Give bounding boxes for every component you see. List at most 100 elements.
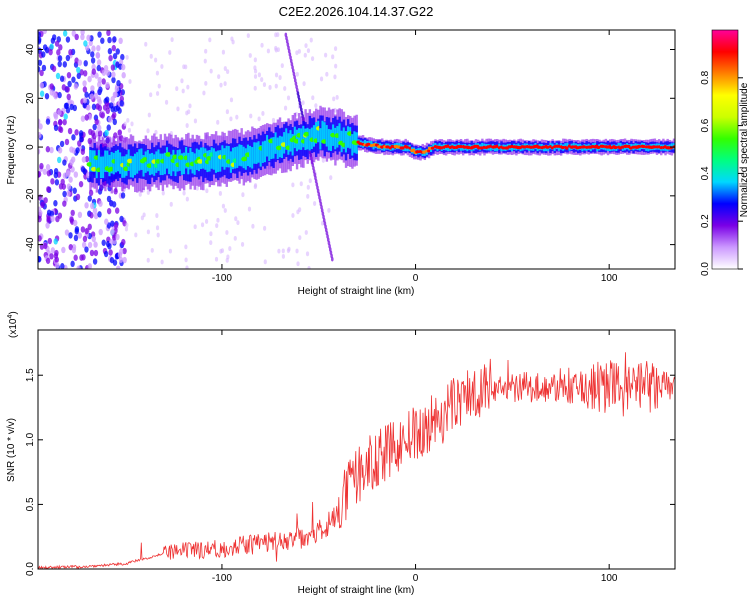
spectrogram-noise-cell: [96, 64, 101, 72]
spectrogram-noise-cell: [84, 202, 89, 209]
spectrogram-noise-cell: [176, 106, 180, 112]
spectrogram-ridge-cell: [351, 134, 354, 156]
spectrogram-ridge-cell: [255, 142, 258, 164]
spectrogram-ridge-cell: [180, 153, 184, 175]
spectrogram-noise-cell: [103, 64, 109, 72]
spectrogram-ridge-cell: [182, 152, 186, 175]
spectrogram-noise-cell: [44, 92, 50, 100]
spectrogram-noise-cell: [72, 187, 77, 194]
spectrogram-noise-cell: [79, 69, 84, 76]
spectrogram-noise-cell: [228, 246, 232, 251]
spectrogram-noise-cell: [84, 91, 89, 98]
spectrogram-noise-cell: [187, 109, 191, 115]
spectrogram-noise-cell: [260, 77, 264, 82]
spectrogram-noise-cell: [78, 180, 84, 188]
spectrogram-x-tick-label: -100: [212, 273, 232, 284]
spectrogram-noise-cell: [112, 36, 117, 43]
spectrogram-noise-cell: [53, 167, 59, 175]
spectrogram-noise-cell: [332, 96, 336, 102]
spectrogram-noise-cell: [234, 216, 238, 222]
spectrogram-noise-cell: [115, 48, 120, 55]
spectrogram-noise-cell: [235, 114, 239, 120]
spectrogram-noise-cell: [38, 256, 42, 263]
spectrogram-noise-cell: [92, 123, 97, 131]
spectrogram-noise-cell: [50, 215, 55, 222]
spectrogram-noise-cell: [286, 95, 291, 101]
spectrogram-ridge-cell: [312, 125, 316, 147]
spectrogram-ridge-core: [596, 145, 601, 149]
spectrogram-ridge-cell: [253, 142, 256, 164]
spectrogram-ridge-cell: [272, 137, 275, 159]
spectrogram-ridge-cell: [219, 150, 222, 172]
spectrogram-noise-cell: [69, 103, 74, 111]
spectrogram-ridge-core: [415, 150, 420, 154]
spectrogram-noise-cell: [208, 37, 212, 43]
colorbar-tick-label: 0.4: [700, 166, 711, 180]
spectrogram-noise-cell: [47, 237, 52, 245]
spectrogram-noise-cell: [98, 228, 103, 236]
spectrogram-noise-cell: [54, 179, 60, 186]
spectrogram-noise-cell: [38, 131, 42, 139]
spectrogram-noise-cell: [67, 80, 72, 88]
spectrogram-noise-cell: [90, 85, 95, 92]
spectrogram-noise-cell: [87, 75, 92, 83]
spectrogram-noise-cell: [46, 186, 51, 193]
spectrogram-noise-cell: [45, 257, 51, 264]
spectrogram-noise-cell: [75, 193, 81, 201]
spectrogram-noise-cell: [295, 50, 299, 56]
snr-x-label: Height of straight line (km): [298, 585, 415, 596]
spectrogram-ridge-core: [241, 156, 248, 162]
spectrogram-ridge-cell: [319, 128, 322, 150]
spectrogram-ridge-cell: [116, 149, 120, 172]
spectrogram-noise-cell: [110, 64, 116, 71]
spectrogram-noise-cell: [83, 40, 88, 47]
spectrogram-ridge-cell: [151, 152, 154, 175]
spectrogram-noise-cell: [216, 217, 220, 223]
spectrogram-ridge-core: [404, 145, 410, 149]
spectrogram-noise-cell: [87, 223, 92, 231]
spectrogram-noise-cell: [38, 59, 43, 66]
spectrogram-noise-cell: [170, 37, 174, 43]
spectrogram-ridge-cell: [97, 150, 101, 172]
spectrogram-noise-cell: [271, 117, 276, 123]
spectrogram-noise-cell: [58, 119, 63, 126]
spectrogram-noise-cell: [169, 201, 173, 207]
snr-y-ticks: 0.0 0.5 1.0 1.5: [25, 368, 675, 576]
spectrogram-noise-cell: [209, 240, 213, 246]
spectrogram-ridge-cell: [334, 127, 337, 150]
spectrogram-noise-cell: [251, 223, 255, 229]
spectrogram-ridge-core: [146, 163, 153, 168]
spectrogram-noise-cell: [38, 148, 41, 155]
spectrogram-noise-cell: [169, 131, 173, 136]
spectrogram-noise-cell: [95, 51, 100, 59]
spectrogram-noise-cell: [57, 55, 63, 62]
spectrogram-noise-cell: [38, 123, 43, 130]
spectrogram-ridge-cell: [202, 147, 205, 169]
spectrogram-noise-cell: [296, 261, 300, 267]
snr-y-tick-label: 0.0: [25, 562, 36, 576]
spectrogram-noise-cell: [311, 95, 315, 101]
spectrogram-ridge-core: [177, 155, 184, 160]
spectrogram-noise-cell: [57, 212, 63, 219]
spectrogram-ridge-cell: [142, 155, 145, 177]
spectrogram-noise-cell: [77, 232, 83, 239]
colorbar-gradient: [711, 29, 739, 270]
spectrogram-noise-cell: [104, 96, 110, 103]
spectrogram-noise-cell: [75, 147, 80, 154]
spectrogram-noise-cell: [93, 249, 99, 257]
spectrogram-noise-cell: [154, 57, 158, 63]
spectrogram-noise-cell: [74, 228, 79, 235]
spectrogram-noise-cell: [203, 58, 207, 64]
spectrogram-noise-cell: [81, 241, 87, 249]
spectrogram-ridge-cell: [619, 142, 622, 150]
spectrogram-noise-cell: [209, 231, 213, 237]
spectrogram-ridge-core: [400, 146, 406, 150]
spectrogram-noise-cell: [161, 190, 165, 196]
spectrogram-x-tick-label: 100: [601, 273, 618, 284]
spectrogram-noise-cell: [309, 37, 313, 43]
spectrogram-noise-cell: [69, 159, 74, 166]
spectrogram-noise-cell: [71, 134, 76, 141]
spectrogram-noise-cell: [126, 118, 130, 123]
spectrogram-noise-cell: [114, 85, 120, 93]
spectrogram-y-tick-label: 0: [25, 144, 36, 150]
